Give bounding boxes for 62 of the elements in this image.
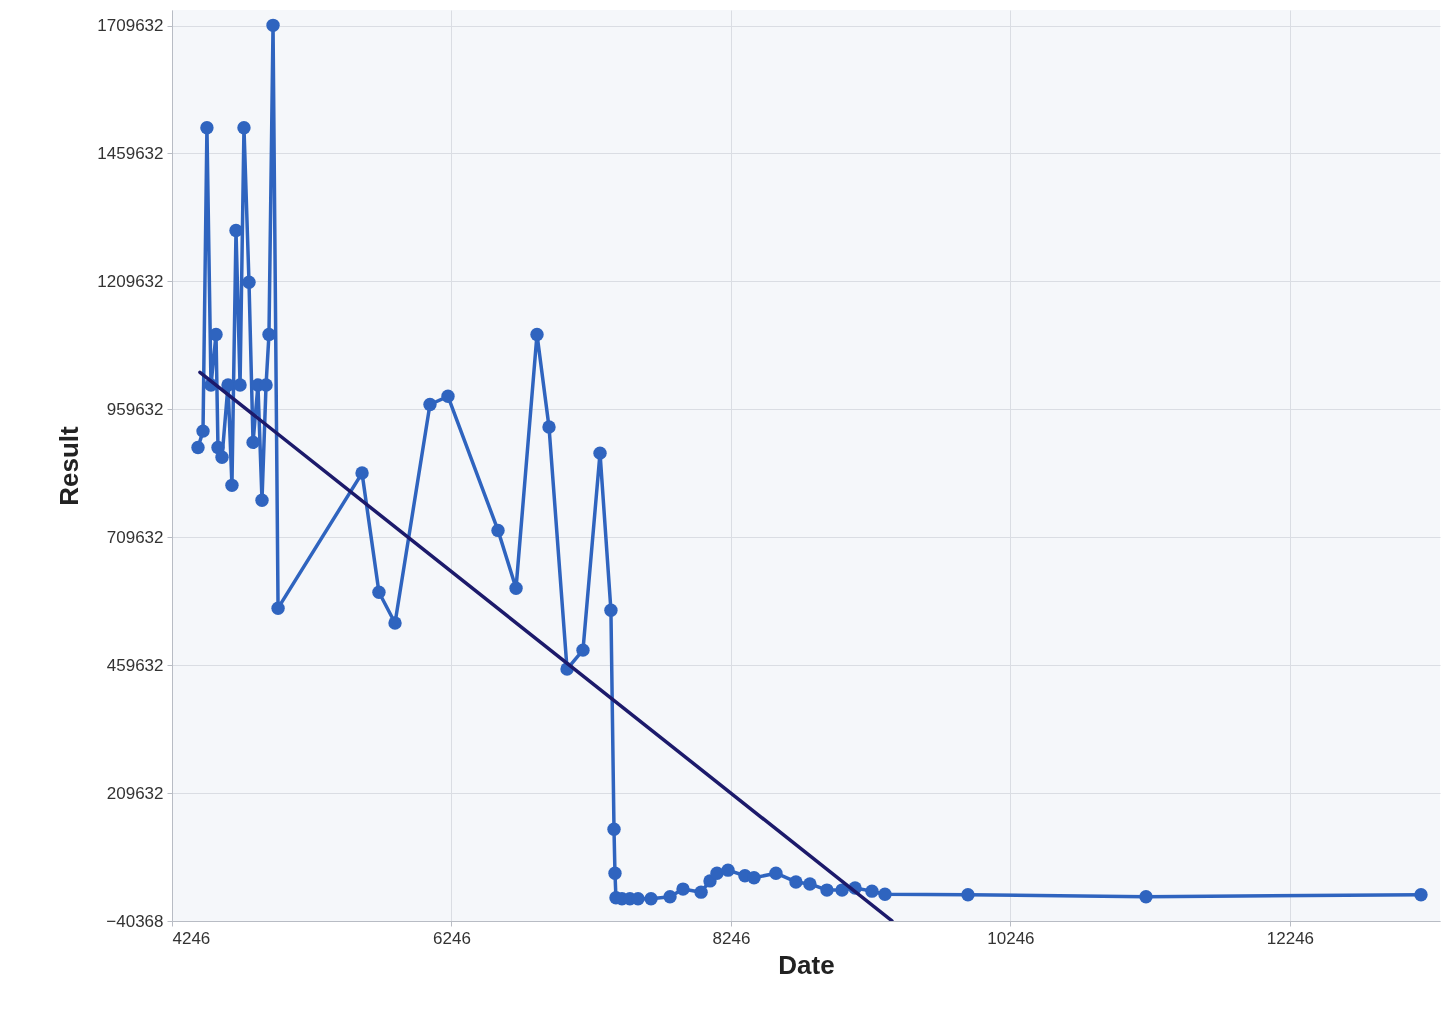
point bbox=[721, 863, 735, 877]
point bbox=[209, 327, 223, 342]
y-tick-label: 1459632 bbox=[97, 143, 164, 163]
point bbox=[196, 424, 210, 438]
point bbox=[355, 466, 369, 480]
y-tick-label: 459632 bbox=[106, 655, 164, 675]
point bbox=[255, 493, 269, 507]
y-tick-label: −40368 bbox=[106, 911, 164, 931]
point bbox=[246, 435, 260, 450]
point bbox=[1139, 890, 1153, 904]
point bbox=[542, 420, 556, 434]
point bbox=[608, 866, 622, 880]
point bbox=[663, 890, 677, 904]
point bbox=[262, 327, 276, 342]
point bbox=[233, 378, 247, 392]
point bbox=[423, 397, 437, 412]
point bbox=[225, 478, 239, 493]
point bbox=[835, 883, 849, 897]
point bbox=[710, 866, 724, 880]
point bbox=[441, 389, 455, 404]
point bbox=[215, 450, 229, 464]
point bbox=[878, 887, 892, 901]
point bbox=[803, 877, 817, 891]
y-tick-label: 1209632 bbox=[97, 271, 164, 291]
point bbox=[769, 866, 783, 880]
y-tick-label: 709632 bbox=[106, 527, 164, 547]
x-tick-label: 10246 bbox=[987, 928, 1035, 948]
x-axis-title: Date bbox=[778, 949, 835, 980]
point bbox=[576, 643, 590, 657]
point bbox=[604, 603, 618, 617]
point bbox=[237, 120, 251, 135]
y-tick-label: 1709632 bbox=[97, 16, 164, 36]
point bbox=[631, 892, 645, 906]
y-tick-label: 209632 bbox=[106, 783, 164, 803]
x-tick-label: 12246 bbox=[1266, 928, 1315, 948]
point bbox=[747, 871, 761, 885]
x-tick-label: 4246 bbox=[172, 928, 211, 948]
y-tick-label: 959632 bbox=[106, 399, 164, 419]
point bbox=[530, 327, 544, 342]
point bbox=[607, 822, 621, 836]
point bbox=[644, 892, 658, 906]
point bbox=[491, 523, 505, 538]
point bbox=[242, 275, 256, 289]
point bbox=[820, 883, 834, 897]
point bbox=[200, 120, 214, 135]
point bbox=[191, 440, 205, 455]
point bbox=[593, 446, 607, 460]
point bbox=[865, 884, 879, 898]
point bbox=[676, 882, 690, 896]
x-tick-label: 8246 bbox=[712, 928, 751, 948]
point bbox=[961, 888, 975, 902]
point bbox=[229, 223, 243, 238]
point bbox=[509, 581, 523, 595]
point bbox=[1414, 888, 1428, 902]
point bbox=[789, 875, 803, 889]
x-tick-label: 6246 bbox=[433, 928, 471, 948]
point bbox=[372, 585, 386, 599]
point bbox=[388, 616, 402, 630]
point bbox=[694, 885, 708, 899]
point bbox=[266, 18, 280, 33]
point bbox=[271, 601, 285, 615]
y-axis-title: Result bbox=[54, 425, 85, 506]
